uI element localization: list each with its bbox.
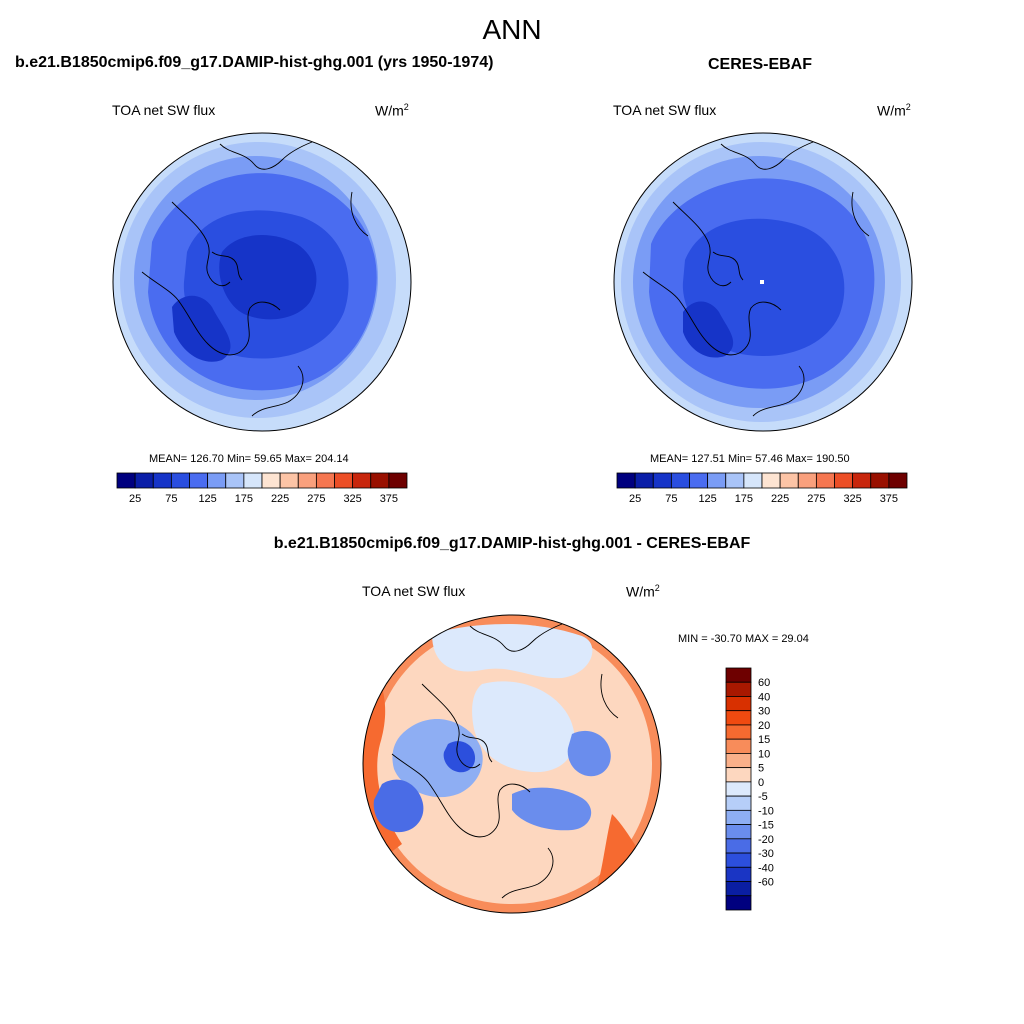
obs-colorbar-swatch <box>743 472 763 489</box>
model-colorbar-swatch <box>261 472 281 489</box>
diff-colorbar-tick-label: 10 <box>758 748 770 760</box>
model-colorbar-tick-label: 325 <box>343 493 361 505</box>
diff-colorbar-swatch <box>725 767 752 783</box>
model-colorbar: 25 75 125 175 225 275 325 375 <box>116 472 408 505</box>
obs-colorbar-swatch <box>815 472 835 489</box>
diff-colorbar-tick-label: 5 <box>758 763 764 775</box>
diff-colorbar-tick-label: 40 <box>758 691 770 703</box>
obs-colorbar-swatch <box>888 472 908 489</box>
diff-colorbar-tick-label: -10 <box>758 805 774 817</box>
model-colorbar-swatch <box>207 472 227 489</box>
obs-colorbar-swatch <box>634 472 654 489</box>
diff-colorbar-swatch <box>725 753 752 769</box>
model-colorbar-tick-label: 175 <box>235 493 253 505</box>
diff-colorbar-swatch <box>725 881 752 897</box>
obs-colorbar-tick-label: 375 <box>880 493 898 505</box>
model-colorbar-swatch <box>170 472 190 489</box>
model-units-label: W/m2 <box>375 102 409 119</box>
obs-colorbar-swatch <box>870 472 890 489</box>
model-colorbar-swatch <box>334 472 354 489</box>
diff-colorbar-swatch <box>725 710 752 726</box>
obs-colorbar-tick-label: 75 <box>665 493 677 505</box>
model-panel-title: b.e21.B1850cmip6.f09_g17.DAMIP-hist-ghg.… <box>15 54 494 71</box>
diff-colorbar-swatch <box>725 696 752 712</box>
diff-colorbar-tick-label: -15 <box>758 820 774 832</box>
obs-colorbar-swatch <box>725 472 745 489</box>
obs-colorbar-swatch <box>652 472 672 489</box>
obs-colorbar-tick-label: 175 <box>735 493 753 505</box>
diff-colorbar-tick-label: 15 <box>758 734 770 746</box>
obs-colorbar: 25 75 125 175 225 275 325 375 <box>616 472 908 505</box>
model-colorbar-swatch <box>352 472 372 489</box>
diff-colorbar-tick-label: -60 <box>758 877 774 889</box>
diff-colorbar-swatch <box>725 681 752 697</box>
diff-colorbar-swatch <box>725 795 752 811</box>
model-colorbar-swatch <box>297 472 317 489</box>
obs-colorbar-swatch <box>616 472 636 489</box>
diff-variable-label: TOA net SW flux <box>362 583 466 599</box>
model-colorbar-swatch <box>388 472 408 489</box>
obs-colorbar-swatch <box>670 472 690 489</box>
model-colorbar-swatch <box>315 472 335 489</box>
obs-colorbar-swatch <box>779 472 799 489</box>
obs-units-label: W/m2 <box>877 102 911 119</box>
model-colorbar-swatch <box>152 472 172 489</box>
diff-colorbar-tick-label: -30 <box>758 848 774 860</box>
diff-polar-map <box>362 614 662 914</box>
diff-colorbar-swatch <box>725 738 752 754</box>
model-colorbar-tick-label: 275 <box>307 493 325 505</box>
obs-colorbar-tick-label: 275 <box>807 493 825 505</box>
diff-colorbar-tick-label: 60 <box>758 677 770 689</box>
model-stats-label: MEAN= 126.70 Min= 59.65 Max= 204.14 <box>149 453 349 465</box>
obs-colorbar-swatch <box>761 472 781 489</box>
model-colorbar-tick-label: 25 <box>129 493 141 505</box>
model-colorbar-swatch <box>243 472 263 489</box>
obs-polar-map <box>613 132 913 432</box>
obs-stats-label: MEAN= 127.51 Min= 57.46 Max= 190.50 <box>650 453 850 465</box>
model-colorbar-tick-label: 125 <box>198 493 216 505</box>
diff-colorbar-swatch <box>725 838 752 854</box>
model-colorbar-swatch <box>116 472 136 489</box>
diff-colorbar-tick-label: 30 <box>758 706 770 718</box>
diff-colorbar-swatch <box>725 866 752 882</box>
figure-title: ANN <box>482 14 542 45</box>
obs-colorbar-tick-label: 225 <box>771 493 789 505</box>
obs-colorbar-tick-label: 25 <box>629 493 641 505</box>
obs-panel-title: CERES-EBAF <box>708 56 813 73</box>
diff-colorbar-tick-label: -40 <box>758 862 774 874</box>
model-polar-map <box>112 132 412 432</box>
diff-units-label: W/m2 <box>626 583 660 600</box>
diff-colorbar-swatch <box>725 809 752 825</box>
model-colorbar-swatch <box>279 472 299 489</box>
diff-colorbar-swatch <box>725 667 752 683</box>
model-colorbar-swatch <box>134 472 154 489</box>
model-colorbar-tick-label: 75 <box>165 493 177 505</box>
diff-colorbar-swatch <box>725 895 752 911</box>
model-colorbar-swatch <box>225 472 245 489</box>
model-colorbar-tick-label: 225 <box>271 493 289 505</box>
diff-colorbar-swatch <box>725 824 752 840</box>
obs-colorbar-swatch <box>834 472 854 489</box>
diff-colorbar-tick-label: -5 <box>758 791 768 803</box>
diff-panel-title: b.e21.B1850cmip6.f09_g17.DAMIP-hist-ghg.… <box>273 535 751 552</box>
obs-colorbar-tick-label: 125 <box>698 493 716 505</box>
diff-colorbar-swatch <box>725 724 752 740</box>
obs-colorbar-swatch <box>689 472 709 489</box>
obs-colorbar-swatch <box>707 472 727 489</box>
diff-colorbar-swatch <box>725 852 752 868</box>
obs-variable-label: TOA net SW flux <box>613 102 717 118</box>
diff-colorbar: 60 40 30 20 15 10 5 0 -5 -10 -15 -20 -30 -40 -60 <box>725 667 774 911</box>
diff-colorbar-tick-label: -20 <box>758 834 774 846</box>
obs-colorbar-tick-label: 325 <box>843 493 861 505</box>
diff-colorbar-tick-label: 0 <box>758 777 764 789</box>
diff-colorbar-swatch <box>725 781 752 797</box>
model-colorbar-tick-label: 375 <box>380 493 398 505</box>
model-colorbar-swatch <box>370 472 390 489</box>
diff-stats-label: MIN = -30.70 MAX = 29.04 <box>678 633 809 645</box>
model-colorbar-swatch <box>189 472 209 489</box>
diff-colorbar-tick-label: 20 <box>758 720 770 732</box>
obs-colorbar-swatch <box>797 472 817 489</box>
model-variable-label: TOA net SW flux <box>112 102 216 118</box>
obs-colorbar-swatch <box>852 472 872 489</box>
